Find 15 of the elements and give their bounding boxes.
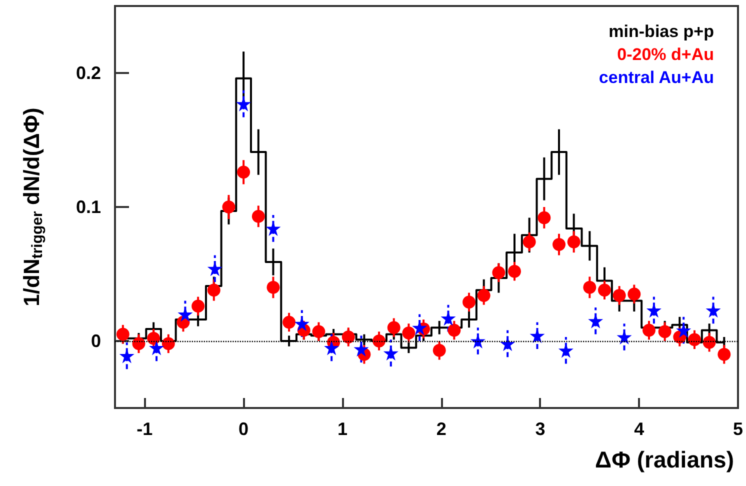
text: min-bias p+p (608, 22, 714, 41)
x-tick-label: 0 (238, 419, 249, 439)
x-tick-label: 1 (337, 419, 348, 439)
x-tick-label: 4 (634, 419, 644, 439)
x-tick-label: 3 (535, 419, 546, 439)
x-tick-label: 2 (436, 419, 446, 439)
y-tick-label: 0.1 (76, 197, 101, 217)
text: 0-20% d+Au (617, 45, 714, 64)
y-tick-label: 0 (90, 331, 101, 351)
x-tick-label: 5 (732, 419, 743, 439)
x-tick-label: -1 (136, 419, 153, 439)
y-tick-label: 0.2 (76, 63, 101, 83)
text: central Au+Au (598, 68, 714, 87)
x-axis-title: ΔΦ (radians) (595, 446, 734, 472)
y-axis-title: 1/dNtrigger dN/d(ΔΦ) (19, 108, 46, 306)
